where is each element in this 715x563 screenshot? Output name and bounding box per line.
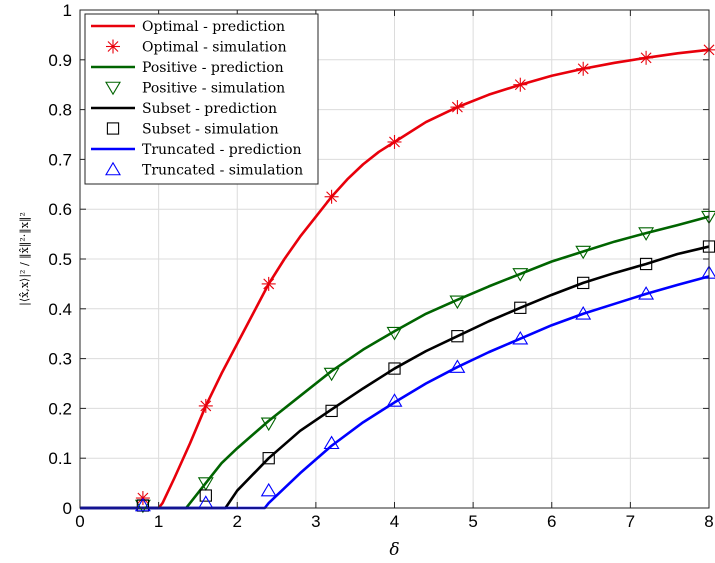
data-point: [638, 227, 655, 241]
ticks: 0 1 2 3 4 5 6 7 8 0 0.1 0.2 0.3 0.4 0.5 0.6 0.7 0.8 0.9 1: [48, 1, 713, 531]
star-stroke: [107, 41, 119, 52]
data-point: [386, 393, 403, 407]
x-tick-label: 8: [704, 512, 713, 531]
series-line: [80, 48, 710, 510]
y-tick-label: 0.9: [48, 51, 72, 70]
data-point: [260, 417, 277, 432]
legend-entry-label: Optimal - simulation: [142, 40, 287, 56]
legend-entry-label: Truncated - prediction: [142, 142, 302, 158]
data-point: [260, 482, 277, 497]
data-point: [576, 61, 591, 76]
data-point: [325, 404, 338, 418]
data-point: [323, 367, 340, 382]
data-point: [449, 295, 466, 310]
data-point: [323, 435, 340, 450]
data-point: [575, 306, 592, 320]
data-point: [577, 276, 590, 290]
legend-marker-swatch: [106, 122, 120, 135]
data-point: [638, 286, 655, 300]
x-tick-label: 6: [547, 512, 556, 531]
y-tick-label: 0.4: [48, 300, 72, 319]
x-tick-label: 2: [233, 512, 242, 531]
legend-marker-swatch: [105, 161, 121, 176]
y-tick-label: 0.3: [48, 350, 72, 369]
y-tick-label: 0.7: [48, 150, 72, 169]
y-tick-label: 0.6: [48, 200, 72, 219]
star-stroke: [200, 400, 212, 412]
legend-entry-label: Positive - simulation: [142, 81, 285, 97]
x-tick-label: 7: [626, 512, 635, 531]
series-markers-group: [134, 265, 715, 512]
star-stroke: [640, 52, 652, 64]
y-tick-label: 0: [63, 499, 72, 518]
data-point: [388, 362, 401, 375]
data-point: [512, 268, 529, 282]
star-stroke: [451, 101, 463, 113]
data-point: [386, 326, 403, 341]
legend-entry-label: Positive - prediction: [142, 60, 284, 76]
x-axis-label: δ: [389, 540, 399, 560]
data-point: [575, 245, 592, 260]
legend-entry-label: Truncated - simulation: [142, 163, 303, 179]
data-point: [449, 359, 466, 373]
legend-box: [84, 13, 319, 185]
legend: Optimal - prediction Optimal - simulation…: [84, 13, 319, 185]
x-tick-label: 5: [468, 512, 477, 531]
y-tick-label: 1: [63, 1, 72, 20]
x-tick-label: 3: [311, 512, 320, 531]
series-markers-group: [134, 210, 715, 514]
star-stroke: [263, 278, 275, 290]
x-tick-label: 4: [390, 512, 399, 531]
star-stroke: [326, 191, 338, 203]
y-tick-label: 0.2: [48, 399, 72, 418]
data-point: [451, 330, 464, 343]
y-tick-label: 0.1: [48, 449, 72, 468]
series-markers-group: [136, 240, 715, 512]
data-point: [199, 489, 212, 502]
data-point: [450, 100, 465, 115]
data-point: [262, 452, 275, 465]
legend-marker-swatch: [106, 39, 120, 54]
series-markers: [134, 42, 715, 514]
data-point: [198, 398, 213, 413]
x-tick-label: 1: [154, 512, 163, 531]
legend-marker-swatch: [105, 81, 121, 96]
x-tick-label: 0: [75, 512, 84, 531]
star-stroke: [577, 63, 589, 75]
data-point: [514, 301, 527, 314]
data-point: [513, 77, 528, 92]
data-point: [387, 134, 402, 149]
star-stroke: [389, 136, 400, 148]
legend-entry-label: Subset - prediction: [142, 101, 277, 117]
data-point: [639, 257, 653, 271]
y-tick-label: 0.5: [48, 250, 72, 269]
legend-entry-label: Subset - simulation: [142, 122, 279, 138]
y-tick-label: 0.8: [48, 101, 72, 120]
series-line: [80, 275, 710, 510]
data-point: [261, 276, 276, 291]
data-point: [639, 50, 654, 65]
data-point: [324, 189, 339, 204]
data-point: [512, 330, 529, 345]
star-stroke: [514, 79, 526, 91]
y-axis-label: |⟨x̂,x⟩|² / ‖x̂‖²·‖x‖²: [18, 212, 32, 306]
series-line: [80, 215, 710, 510]
data-point: [134, 497, 151, 512]
data-point: [197, 477, 214, 491]
legend-entry-label: Optimal - prediction: [142, 19, 285, 35]
